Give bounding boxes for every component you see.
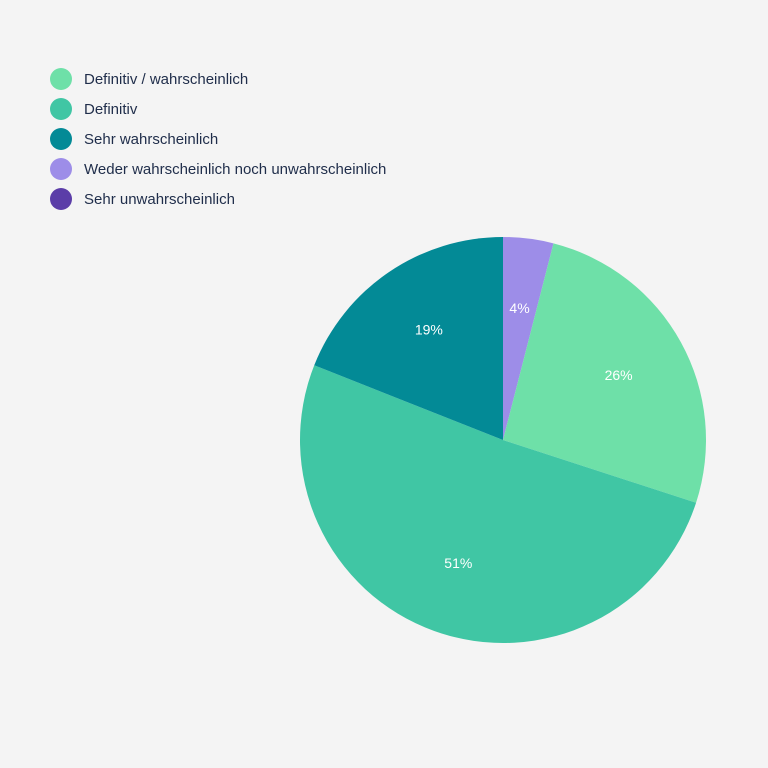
pie-slice[interactable] <box>299 365 697 644</box>
slice-label: 51% <box>444 555 472 571</box>
pie-slice[interactable] <box>314 236 503 440</box>
pie-slice[interactable] <box>503 237 554 440</box>
legend-swatch-icon <box>50 128 72 150</box>
legend-item-definitiv-wahrscheinlich[interactable]: Definitiv / wahrscheinlich <box>50 64 386 94</box>
pie-slice[interactable] <box>503 243 706 503</box>
legend-label: Sehr wahrscheinlich <box>84 130 219 148</box>
legend-swatch-icon <box>50 188 72 210</box>
legend-label: Sehr unwahrscheinlich <box>84 190 235 208</box>
legend-item-sehr-unwahrscheinlich[interactable]: Sehr unwahrscheinlich <box>50 184 386 214</box>
legend-label: Definitiv / wahrscheinlich <box>84 70 249 88</box>
legend-label: Definitiv <box>84 100 138 118</box>
legend-item-definitiv[interactable]: Definitiv <box>50 94 386 124</box>
slice-label: 19% <box>415 322 443 338</box>
slice-label: 4% <box>509 300 529 316</box>
legend-item-weder[interactable]: Weder wahrscheinlich noch unwahrscheinli… <box>50 154 386 184</box>
legend-swatch-icon <box>50 68 72 90</box>
legend-swatch-icon <box>50 158 72 180</box>
legend: Definitiv / wahrscheinlich Definitiv Seh… <box>50 64 386 214</box>
legend-item-sehr-wahrscheinlich[interactable]: Sehr wahrscheinlich <box>50 124 386 154</box>
legend-label: Weder wahrscheinlich noch unwahrscheinli… <box>84 160 387 178</box>
slice-label: 26% <box>605 367 633 383</box>
legend-swatch-icon <box>50 98 72 120</box>
